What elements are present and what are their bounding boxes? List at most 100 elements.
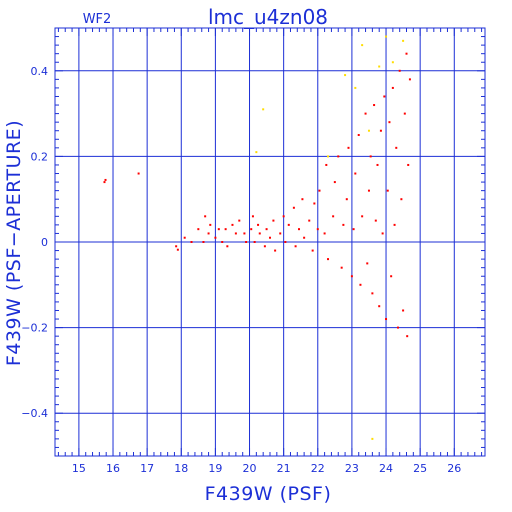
data-point xyxy=(386,189,389,192)
x-tick-label: 25 xyxy=(413,462,427,475)
data-point xyxy=(367,189,370,192)
data-point xyxy=(364,112,367,115)
data-point xyxy=(303,236,306,239)
y-tick-label: −0.2 xyxy=(21,322,48,335)
y-tick-label: 0.4 xyxy=(31,65,49,78)
data-point xyxy=(342,223,345,226)
data-point xyxy=(369,155,372,158)
data-point xyxy=(301,198,304,201)
data-point xyxy=(279,232,282,235)
x-tick-label: 18 xyxy=(174,462,188,475)
data-point xyxy=(393,223,396,226)
data-point xyxy=(407,163,410,166)
data-point xyxy=(234,232,237,235)
x-tick-label: 23 xyxy=(345,462,359,475)
data-point xyxy=(175,245,178,248)
data-point xyxy=(257,223,260,226)
data-point xyxy=(402,39,405,42)
data-point xyxy=(350,275,353,278)
data-point xyxy=(359,283,362,286)
data-point xyxy=(402,309,405,312)
data-point xyxy=(274,249,277,252)
data-point xyxy=(327,155,330,158)
data-point xyxy=(381,232,384,235)
data-point xyxy=(209,223,212,226)
data-point xyxy=(357,134,360,136)
data-point xyxy=(376,163,379,166)
data-point xyxy=(272,219,275,222)
data-point xyxy=(332,215,335,218)
data-point xyxy=(379,129,382,132)
data-point xyxy=(367,129,370,132)
data-point xyxy=(378,305,381,308)
data-point xyxy=(183,236,186,239)
data-point xyxy=(287,223,290,226)
data-point xyxy=(388,121,391,124)
data-point xyxy=(245,241,248,243)
axes xyxy=(54,27,486,457)
data-point xyxy=(253,241,256,243)
data-point xyxy=(325,163,328,166)
x-tick-label: 26 xyxy=(447,462,461,475)
data-point xyxy=(390,275,393,278)
data-point xyxy=(361,215,364,218)
data-point xyxy=(224,228,227,231)
x-tick-label: 19 xyxy=(208,462,222,475)
data-point xyxy=(231,223,234,226)
data-point xyxy=(190,241,193,243)
data-point xyxy=(243,232,246,235)
data-point xyxy=(385,35,388,38)
data-point xyxy=(373,104,376,107)
data-point xyxy=(366,262,369,265)
data-point xyxy=(221,241,224,243)
data-point xyxy=(406,335,409,338)
x-tick-label: 20 xyxy=(243,462,257,475)
grid xyxy=(55,28,485,456)
data-point xyxy=(396,326,399,329)
data-point xyxy=(298,228,301,231)
data-point xyxy=(398,69,401,72)
data-point xyxy=(383,95,386,98)
data-point xyxy=(238,219,241,222)
data-point xyxy=(378,65,381,68)
data-point xyxy=(374,219,377,222)
data-point xyxy=(258,232,261,235)
data-point xyxy=(405,52,408,55)
y-tick-label: −0.4 xyxy=(21,407,48,420)
data-point xyxy=(354,172,357,175)
data-point xyxy=(217,228,220,231)
data-point xyxy=(408,78,411,81)
data-point xyxy=(316,228,319,231)
data-point xyxy=(104,178,107,181)
data-point xyxy=(103,181,106,184)
data-point xyxy=(269,236,271,239)
data-point xyxy=(327,258,330,261)
x-tick-label: 24 xyxy=(379,462,393,475)
data-point xyxy=(262,108,265,111)
data-point xyxy=(403,112,406,115)
data-point xyxy=(207,232,210,235)
data-point xyxy=(344,74,347,77)
y-tick-label: 0 xyxy=(41,236,48,249)
data-point xyxy=(345,198,348,201)
data-point xyxy=(337,155,340,158)
x-tick-label: 16 xyxy=(106,462,120,475)
data-point xyxy=(197,228,200,231)
x-tick-label: 17 xyxy=(140,462,154,475)
x-tick-label: 22 xyxy=(311,462,325,475)
data-point xyxy=(202,241,205,243)
data-point xyxy=(204,215,207,218)
panel-label: WF2 xyxy=(83,12,112,27)
chart-title: lmc_u4zn08 xyxy=(208,5,328,29)
data-point xyxy=(226,245,229,248)
data-point xyxy=(354,86,357,89)
data-point xyxy=(347,146,350,149)
data-point xyxy=(371,437,374,440)
data-point xyxy=(265,228,268,231)
x-tick-label: 21 xyxy=(277,462,291,475)
data-point xyxy=(214,236,217,239)
data-point xyxy=(391,61,394,64)
data-point xyxy=(255,151,258,154)
data-point xyxy=(361,44,364,47)
